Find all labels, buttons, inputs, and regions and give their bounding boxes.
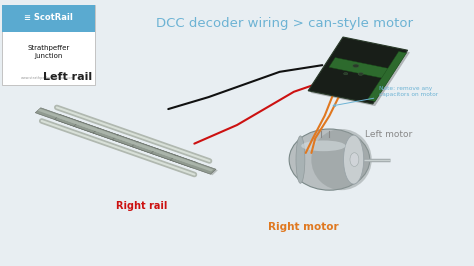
Polygon shape bbox=[96, 129, 136, 144]
Polygon shape bbox=[76, 122, 121, 142]
Circle shape bbox=[344, 73, 348, 75]
Polygon shape bbox=[154, 149, 194, 165]
Polygon shape bbox=[173, 156, 213, 172]
Polygon shape bbox=[153, 149, 199, 168]
Polygon shape bbox=[95, 129, 141, 148]
Polygon shape bbox=[134, 143, 175, 158]
Polygon shape bbox=[310, 39, 410, 106]
Circle shape bbox=[353, 64, 359, 68]
Polygon shape bbox=[151, 148, 197, 167]
Text: Left motor: Left motor bbox=[365, 130, 412, 139]
Text: Left rail: Left rail bbox=[43, 72, 92, 82]
Text: Right motor: Right motor bbox=[268, 222, 338, 232]
Polygon shape bbox=[308, 37, 408, 104]
Polygon shape bbox=[55, 115, 100, 134]
Ellipse shape bbox=[350, 153, 359, 167]
Polygon shape bbox=[76, 122, 117, 138]
Polygon shape bbox=[74, 121, 119, 140]
Ellipse shape bbox=[344, 135, 364, 184]
Polygon shape bbox=[112, 135, 158, 154]
Ellipse shape bbox=[296, 136, 305, 183]
Ellipse shape bbox=[301, 140, 346, 151]
Polygon shape bbox=[329, 57, 390, 78]
Polygon shape bbox=[93, 128, 139, 147]
Text: DCC decoder wiring > can-style motor: DCC decoder wiring > can-style motor bbox=[156, 18, 413, 30]
Polygon shape bbox=[134, 143, 179, 162]
FancyBboxPatch shape bbox=[2, 5, 95, 32]
Polygon shape bbox=[35, 108, 81, 127]
Ellipse shape bbox=[289, 129, 370, 190]
Polygon shape bbox=[38, 109, 78, 124]
FancyBboxPatch shape bbox=[2, 5, 95, 85]
Text: ≡ ScotRail: ≡ ScotRail bbox=[24, 13, 73, 22]
Circle shape bbox=[358, 72, 363, 75]
Polygon shape bbox=[57, 115, 98, 131]
Polygon shape bbox=[367, 51, 407, 101]
Text: Note: remove any
capacitors on motor: Note: remove any capacitors on motor bbox=[333, 86, 438, 106]
Polygon shape bbox=[114, 136, 160, 155]
Ellipse shape bbox=[311, 129, 372, 190]
Polygon shape bbox=[170, 155, 216, 174]
Text: www.strathpefferjunction.com: www.strathpefferjunction.com bbox=[21, 76, 75, 81]
Polygon shape bbox=[115, 136, 155, 151]
Text: Right rail: Right rail bbox=[116, 201, 167, 211]
Polygon shape bbox=[132, 142, 177, 161]
Polygon shape bbox=[172, 156, 218, 175]
Text: Strathpeffer
Junction: Strathpeffer Junction bbox=[27, 45, 70, 59]
Polygon shape bbox=[37, 109, 83, 128]
Polygon shape bbox=[56, 116, 102, 135]
